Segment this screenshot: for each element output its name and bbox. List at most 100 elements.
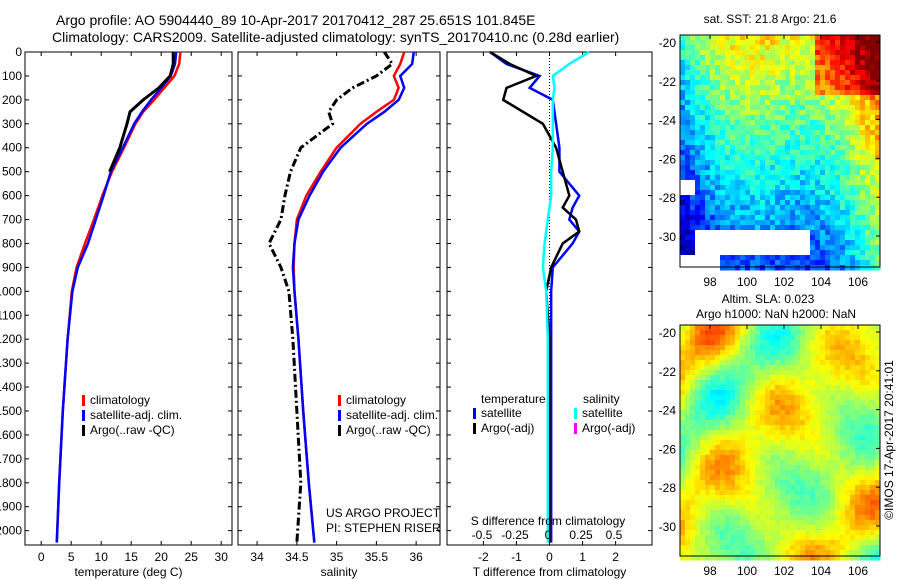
series-line-satellite-adj-clim- xyxy=(291,51,415,543)
x-tick-label: 30 xyxy=(215,550,229,564)
x-tick-label: 102 xyxy=(774,275,794,289)
x-tick-label: 34 xyxy=(250,550,264,564)
x-tick-label: 0 xyxy=(546,550,553,564)
x-tick-label: 35.5 xyxy=(365,550,389,564)
annotation-text: US ARGO PROJECT xyxy=(326,506,441,520)
legend-swatch xyxy=(473,423,476,434)
legend-swatch xyxy=(473,408,476,419)
x-tick-label: 35 xyxy=(330,550,344,564)
title-line-1: Argo profile: AO 5904440_89 10-Apr-2017 … xyxy=(56,12,536,28)
legend-swatch xyxy=(82,410,85,421)
y-tick-label: -30 xyxy=(659,230,677,244)
legend-label: Argo(-adj) xyxy=(582,421,635,435)
y-tick-label: -24 xyxy=(659,404,677,418)
y-tick-label: 100 xyxy=(2,69,22,83)
x-tick-label: 20 xyxy=(155,550,169,564)
x-tick-label: 100 xyxy=(737,275,757,289)
legend-label: satellite xyxy=(582,406,623,420)
series-line-s-satellite xyxy=(541,50,590,543)
copyright-label: ©IMOS 17-Apr-2017 20:41:01 xyxy=(882,360,896,520)
x-tick-label: 104 xyxy=(811,564,831,578)
sla-map-frame xyxy=(679,324,881,557)
s-tick-label: 0 xyxy=(545,528,552,542)
sst-map-title: sat. SST: 21.8 Argo: 21.6 xyxy=(704,12,837,26)
legend-label: Argo(-adj) xyxy=(481,421,534,435)
y-tick-label: -22 xyxy=(659,75,677,89)
x-axis-label: salinity xyxy=(321,565,358,579)
x-tick-label: 104 xyxy=(811,275,831,289)
y-tick-label: 500 xyxy=(2,165,22,179)
x-tick-label: 102 xyxy=(774,564,794,578)
s-axis-label: S difference from climatology xyxy=(471,514,626,528)
legend-swatch xyxy=(574,408,577,419)
series-line-t-satellite xyxy=(489,50,581,543)
s-tick-label: -0.5 xyxy=(472,528,493,542)
y-tick-label: 1500 xyxy=(0,404,22,418)
x-axis-label: temperature (deg C) xyxy=(74,565,182,579)
sla-map-image xyxy=(680,325,881,561)
y-tick-label: 1600 xyxy=(0,428,22,442)
series-line-satellite-adj-clim- xyxy=(55,51,178,543)
x-axis-label: T difference from climatology xyxy=(473,565,627,579)
argo-h-label: Argo h1000: NaN h2000: NaN xyxy=(696,307,856,321)
y-tick-label: 1700 xyxy=(0,452,22,466)
x-tick-label: -2 xyxy=(478,550,489,564)
y-tick-label: -24 xyxy=(659,114,677,128)
x-tick-label: 5 xyxy=(68,550,75,564)
legend-label: Argo(..raw -QC) xyxy=(346,423,431,437)
plot-frame-temperature xyxy=(24,51,233,546)
annotation-text: PI: STEPHEN RISER xyxy=(326,521,441,535)
y-tick-label: 600 xyxy=(2,189,22,203)
s-tick-label: 0.5 xyxy=(606,528,623,542)
y-tick-label: -28 xyxy=(659,191,677,205)
x-tick-label: 98 xyxy=(703,275,717,289)
sla-map-title: Altim. SLA: 0.023 xyxy=(722,292,815,306)
legend-swatch xyxy=(338,425,341,436)
y-tick-label: -22 xyxy=(659,365,677,379)
y-tick-label: -26 xyxy=(659,152,677,166)
legend-swatch xyxy=(574,423,577,434)
y-tick-label: 2000 xyxy=(0,524,22,538)
y-tick-label: 1800 xyxy=(0,476,22,490)
y-tick-label: 400 xyxy=(2,141,22,155)
x-tick-label: -1 xyxy=(511,550,522,564)
x-tick-label: 106 xyxy=(848,275,868,289)
y-tick-label: -28 xyxy=(659,481,677,495)
plot-frame-salinity xyxy=(237,51,441,546)
sst-map-image xyxy=(680,35,881,271)
x-tick-label: 1 xyxy=(579,550,586,564)
legend-swatch xyxy=(338,410,341,421)
y-tick-label: 1300 xyxy=(0,356,22,370)
s-tick-label: 0.25 xyxy=(569,528,593,542)
y-tick-label: 1400 xyxy=(0,380,22,394)
y-tick-label: -30 xyxy=(659,520,677,534)
y-tick-label: 1900 xyxy=(0,500,22,514)
legend-label: Argo(..raw -QC) xyxy=(90,423,175,437)
legend-title: salinity xyxy=(583,392,620,406)
x-tick-label: 2 xyxy=(612,550,619,564)
y-tick-label: 0 xyxy=(15,45,22,59)
y-tick-label: -20 xyxy=(659,36,677,50)
legend-label: satellite xyxy=(481,406,522,420)
y-tick-label: 200 xyxy=(2,93,22,107)
y-tick-label: 900 xyxy=(2,260,22,274)
y-tick-label: 300 xyxy=(2,117,22,131)
legend-swatch xyxy=(82,395,85,406)
title-line-2: Climatology: CARS2009. Satellite-adjuste… xyxy=(52,29,620,45)
y-tick-label: 800 xyxy=(2,236,22,250)
y-tick-label: 1000 xyxy=(0,284,22,298)
x-tick-label: 106 xyxy=(848,564,868,578)
x-tick-label: 34.5 xyxy=(285,550,309,564)
legend-swatch xyxy=(338,395,341,406)
legend-title: temperature xyxy=(481,392,546,406)
x-tick-label: 10 xyxy=(95,550,109,564)
legend-label: satellite-adj. clim. xyxy=(90,408,182,422)
legend-label: climatology xyxy=(90,393,150,407)
x-tick-label: 98 xyxy=(703,564,717,578)
legend-label: satellite-adj. clim. xyxy=(346,408,438,422)
x-tick-label: 100 xyxy=(737,564,757,578)
x-tick-label: 25 xyxy=(185,550,199,564)
x-tick-label: 36 xyxy=(409,550,423,564)
